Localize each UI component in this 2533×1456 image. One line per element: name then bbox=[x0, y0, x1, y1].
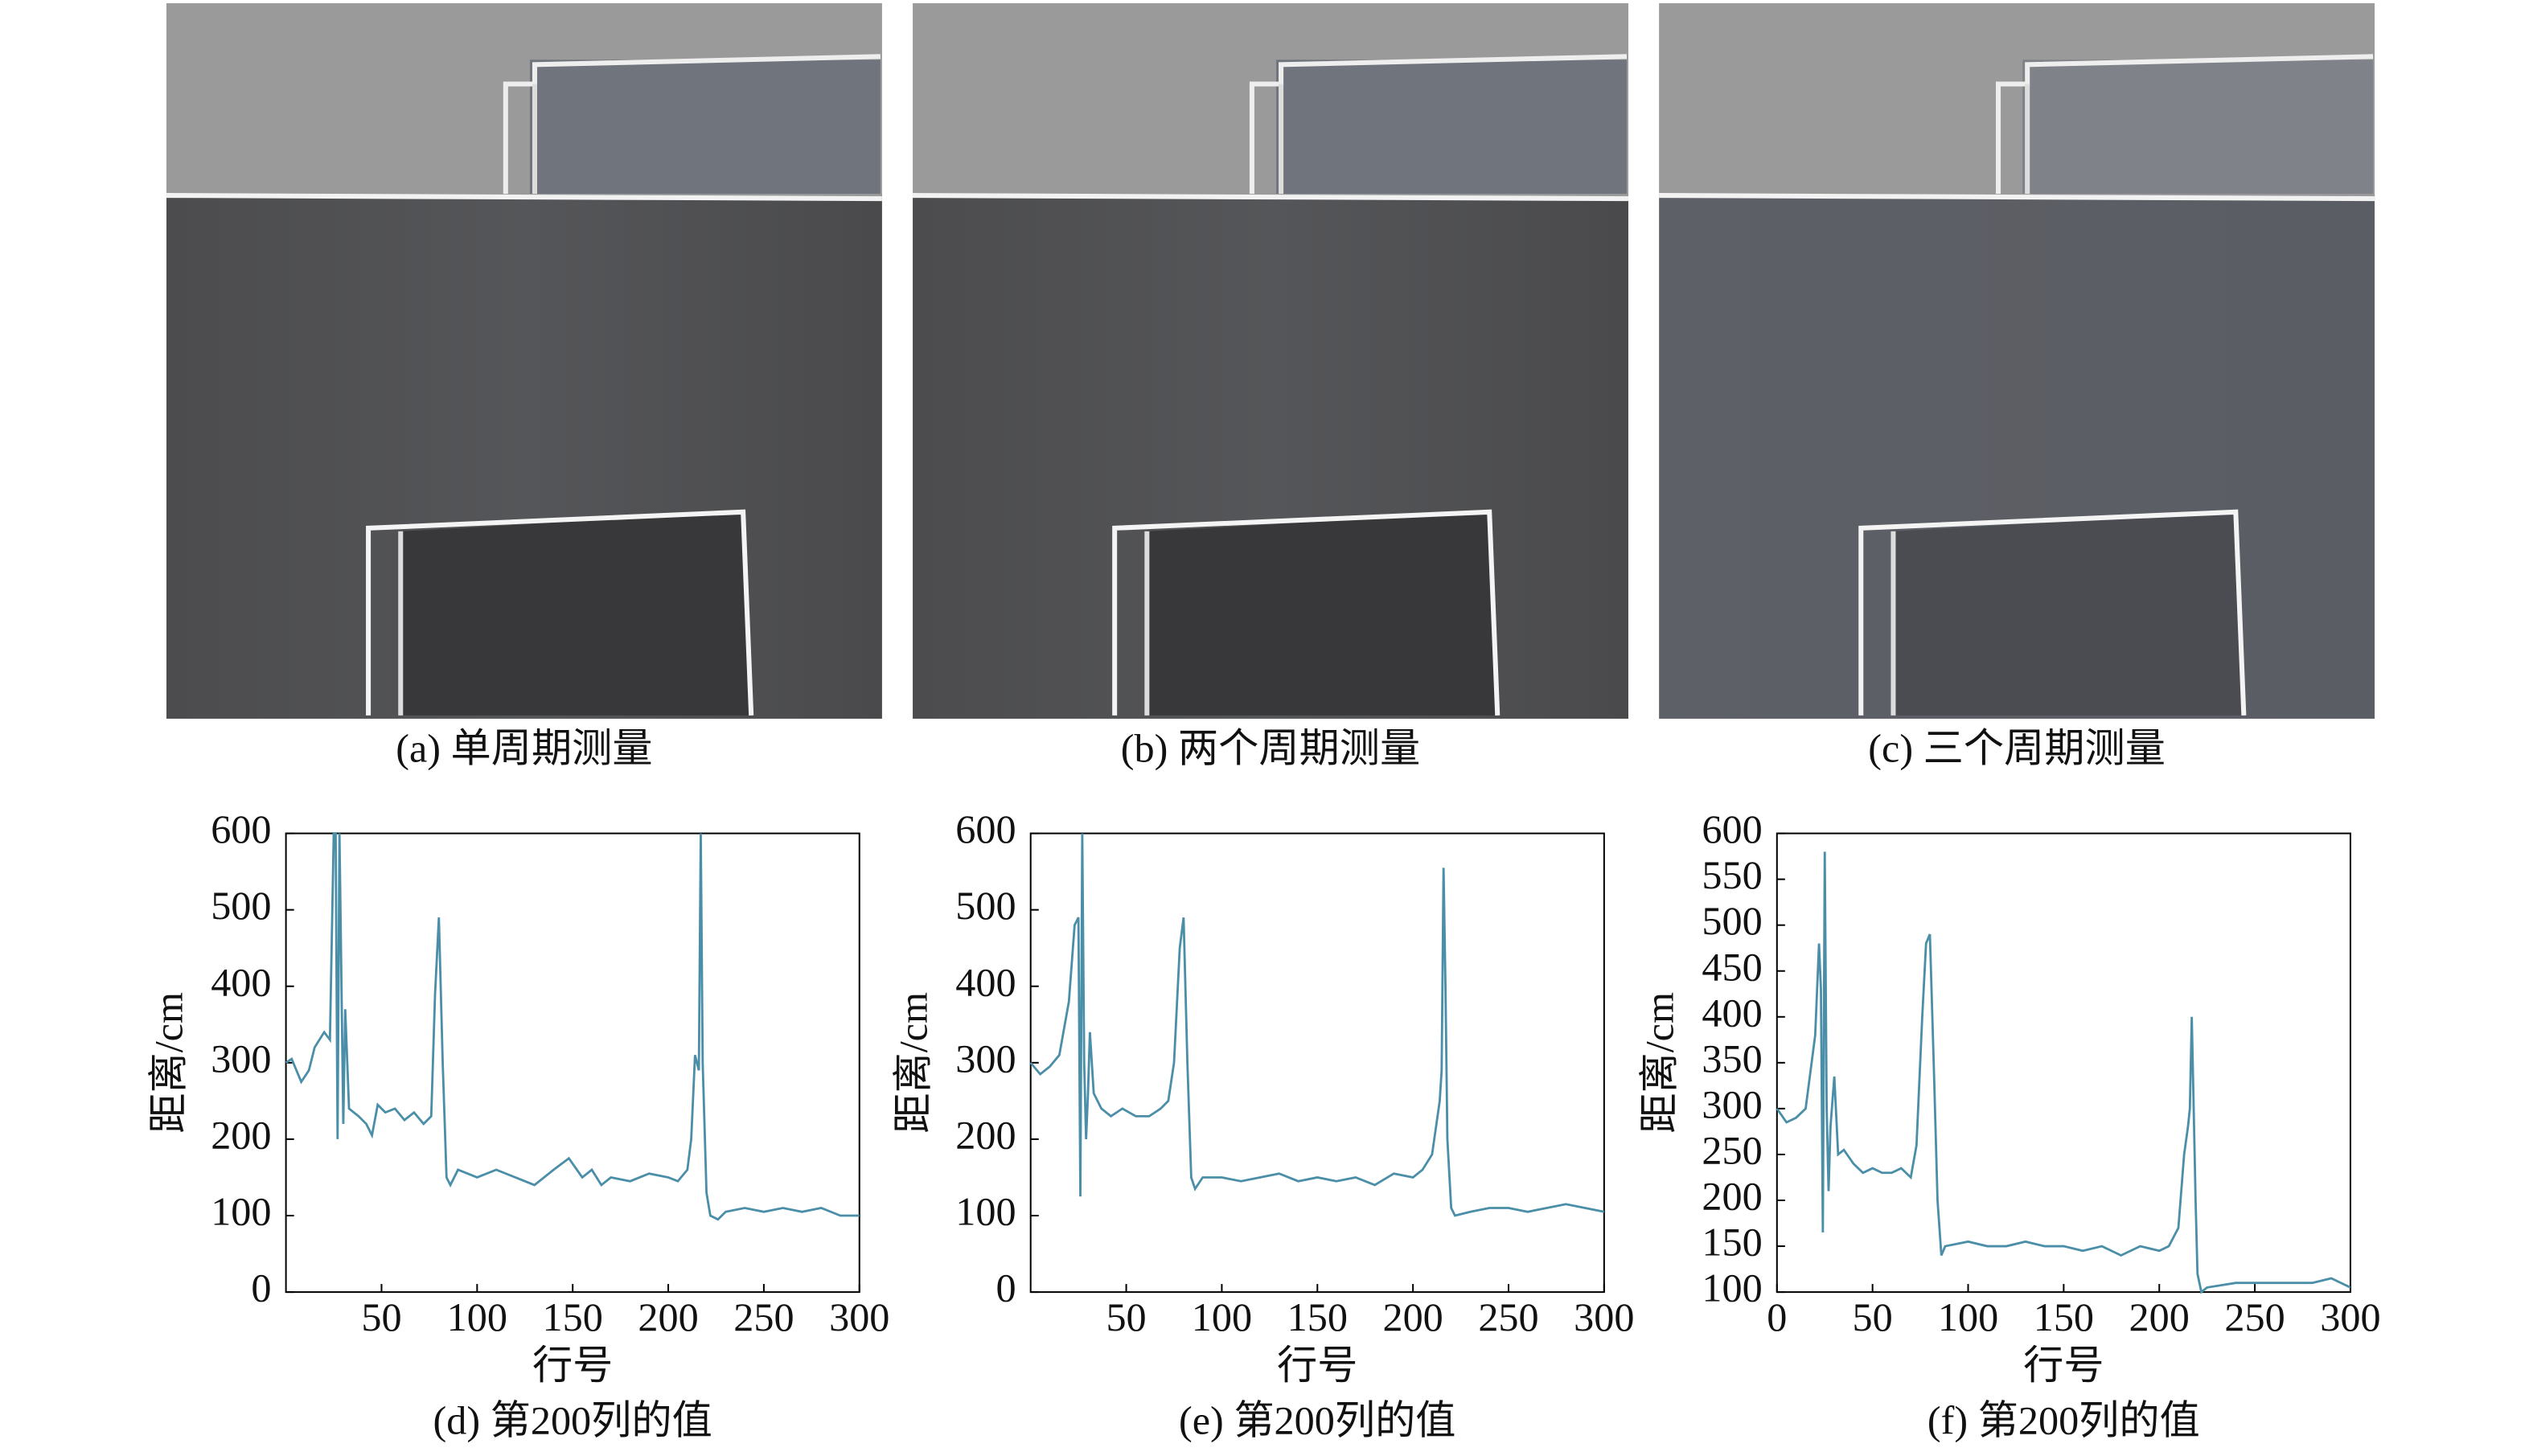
x-tick-label: 150 bbox=[2034, 1294, 2094, 1339]
y-axis-label: 距离/cm bbox=[146, 992, 191, 1134]
data-line bbox=[1029, 833, 1605, 1217]
y-tick-label: 600 bbox=[955, 806, 1016, 851]
edge bbox=[913, 193, 1629, 202]
x-tick-label: 250 bbox=[733, 1294, 794, 1339]
edge bbox=[1112, 509, 1501, 716]
y-tick-label: 300 bbox=[1702, 1081, 1762, 1126]
chart-caption: (d) 第200列的值 bbox=[433, 1397, 712, 1442]
photo-dark-box bbox=[400, 511, 752, 716]
photo-dark-box bbox=[1893, 511, 2244, 716]
x-tick-label: 150 bbox=[543, 1294, 603, 1339]
photo-dark-box bbox=[1147, 511, 1498, 716]
y-tick-label: 300 bbox=[211, 1036, 271, 1081]
plot-frame bbox=[1776, 832, 2351, 1294]
x-tick-label: 200 bbox=[1382, 1294, 1443, 1339]
x-tick-label: 50 bbox=[1853, 1294, 1893, 1339]
y-tick-label: 350 bbox=[1702, 1036, 1762, 1081]
x-tick-label: 250 bbox=[1478, 1294, 1538, 1339]
y-tick-label: 450 bbox=[1702, 944, 1762, 989]
y-tick-label: 100 bbox=[211, 1189, 271, 1234]
photo-caption: (a) 单周期测量 bbox=[396, 726, 652, 771]
x-tick-label: 150 bbox=[1287, 1294, 1348, 1339]
y-tick-label: 200 bbox=[1702, 1174, 1762, 1219]
x-tick-label: 300 bbox=[2320, 1294, 2380, 1339]
plot-frame bbox=[1029, 832, 1605, 1294]
x-axis-label: 行号 bbox=[532, 1343, 613, 1388]
data-line bbox=[285, 832, 860, 1221]
x-axis-label: 行号 bbox=[2023, 1343, 2104, 1388]
photo-caption: (b) 两个周期测量 bbox=[1121, 726, 1420, 771]
y-axis-label: 距离/cm bbox=[891, 992, 936, 1134]
data-line bbox=[1776, 851, 2351, 1294]
y-axis-label: 距离/cm bbox=[1637, 992, 1682, 1134]
x-tick-label: 100 bbox=[1192, 1294, 1252, 1339]
x-tick-label: 250 bbox=[2224, 1294, 2285, 1339]
y-tick-label: 600 bbox=[1702, 806, 1762, 851]
y-tick-label: 500 bbox=[211, 883, 271, 928]
photo-top-box bbox=[529, 59, 881, 195]
y-tick-label: 500 bbox=[1702, 898, 1762, 943]
x-tick-label: 50 bbox=[1106, 1294, 1146, 1339]
x-tick-label: 100 bbox=[1938, 1294, 1998, 1339]
x-tick-label: 50 bbox=[361, 1294, 401, 1339]
y-tick-label: 250 bbox=[1702, 1127, 1762, 1172]
plot-frame bbox=[285, 832, 860, 1294]
x-tick-label: 300 bbox=[829, 1294, 889, 1339]
y-tick-label: 400 bbox=[955, 959, 1016, 1004]
edge bbox=[366, 509, 754, 716]
y-tick-label: 550 bbox=[1702, 852, 1762, 897]
edge bbox=[1659, 193, 2375, 202]
edge bbox=[166, 193, 882, 202]
y-tick-label: 400 bbox=[1702, 990, 1762, 1035]
y-tick-label: 100 bbox=[1702, 1265, 1762, 1310]
x-axis-label: 行号 bbox=[1277, 1343, 1357, 1388]
x-tick-label: 200 bbox=[2129, 1294, 2190, 1339]
y-tick-label: 0 bbox=[996, 1265, 1016, 1310]
photo-top-box bbox=[1276, 59, 1627, 195]
y-tick-label: 0 bbox=[251, 1265, 271, 1310]
y-tick-label: 400 bbox=[211, 959, 271, 1004]
chart-caption: (e) 第200列的值 bbox=[1179, 1397, 1455, 1442]
edge bbox=[1858, 509, 2247, 716]
y-tick-label: 200 bbox=[955, 1112, 1016, 1157]
photo-top-box bbox=[2022, 59, 2374, 195]
x-tick-label: 300 bbox=[1574, 1294, 1634, 1339]
y-tick-label: 600 bbox=[211, 806, 271, 851]
x-tick-label: 100 bbox=[447, 1294, 507, 1339]
chart-caption: (f) 第200列的值 bbox=[1927, 1397, 2200, 1442]
photo-caption: (c) 三个周期测量 bbox=[1868, 726, 2166, 771]
y-tick-label: 300 bbox=[955, 1036, 1016, 1081]
x-tick-label: 200 bbox=[638, 1294, 698, 1339]
y-tick-label: 200 bbox=[211, 1112, 271, 1157]
x-tick-label: 0 bbox=[1767, 1294, 1787, 1339]
y-tick-label: 500 bbox=[955, 883, 1016, 928]
y-tick-label: 100 bbox=[955, 1189, 1016, 1234]
y-tick-label: 150 bbox=[1702, 1220, 1762, 1265]
